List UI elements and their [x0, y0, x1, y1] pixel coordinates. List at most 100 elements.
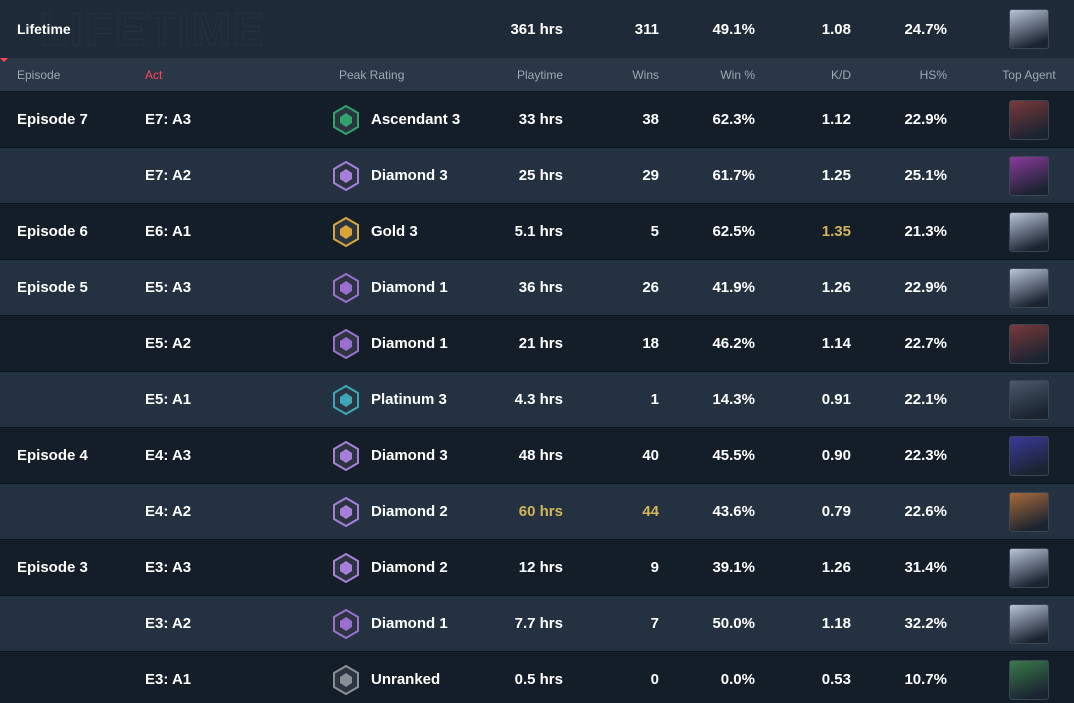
stat-hs: 31.4%: [904, 559, 947, 576]
stat-wins: 7: [650, 615, 659, 632]
rank-label: Ascendant 3: [371, 111, 461, 128]
stat-wins: 5: [650, 223, 659, 240]
agent-image: [1009, 155, 1049, 196]
act-label: E7: A2: [145, 167, 192, 184]
lifetime-row: LIFETIME Lifetime 361 hrs 311 49.1% 1.08 24.7%: [0, 0, 1074, 58]
agent-image: [1009, 659, 1049, 700]
rank-icon: [333, 540, 359, 595]
episode-label: Episode 3: [17, 559, 88, 576]
rank-badge: [333, 664, 359, 695]
agent-portrait: [1009, 0, 1049, 58]
stat-win_pct: 62.5%: [712, 223, 755, 240]
act-row: Episode 3 E3: A3 Diamond 2 12 hrs 9 39.1% 1.26…: [0, 539, 1074, 595]
stat-playtime: 36 hrs: [518, 279, 563, 296]
watermark: LIFETIME: [40, 3, 266, 56]
act-label: E4: A2: [145, 503, 192, 520]
act-label: E6: A1: [145, 223, 192, 240]
agent-portrait: [1009, 652, 1049, 703]
stat-win_pct: 0.0%: [720, 671, 755, 688]
act-row: E4: A2 Diamond 2 60 hrs 44 43.6% 0.79 22.6%: [0, 483, 1074, 539]
header-row: Episode Act Peak Rating Playtime Wins Win % K/…: [0, 58, 1074, 91]
lifetime-label: Lifetime: [17, 21, 71, 37]
stat-kd: 1.26: [821, 559, 851, 576]
lifetime-wins: 311: [634, 20, 659, 38]
rank-badge: [333, 104, 359, 135]
agent-image: [1009, 323, 1049, 364]
stat-kd: 0.79: [821, 503, 851, 520]
stat-wins: 18: [642, 335, 659, 352]
stat-win_pct: 50.0%: [712, 615, 755, 632]
rank-badge: [333, 552, 359, 583]
act-label: E4: A3: [145, 447, 192, 464]
stat-playtime: 48 hrs: [518, 447, 563, 464]
act-row: E3: A2 Diamond 1 7.7 hrs 7 50.0% 1.18 32.2%: [0, 595, 1074, 651]
agent-image: [1009, 9, 1049, 49]
rank-icon: [333, 596, 359, 651]
agent-portrait: [1009, 260, 1049, 315]
rank-label: Diamond 2: [371, 503, 448, 520]
stat-win_pct: 39.1%: [712, 559, 755, 576]
stat-hs: 22.1%: [904, 391, 947, 408]
stat-win_pct: 45.5%: [712, 447, 755, 464]
agent-portrait: [1009, 484, 1049, 539]
stat-hs: 22.6%: [904, 503, 947, 520]
agent-image: [1009, 547, 1049, 588]
rank-icon: [333, 652, 359, 703]
stat-win_pct: 14.3%: [712, 391, 755, 408]
stat-kd: 0.91: [821, 391, 851, 408]
rank-label: Gold 3: [371, 223, 418, 240]
agent-portrait: [1009, 596, 1049, 651]
stat-kd: 1.18: [821, 615, 851, 632]
header-act[interactable]: Act: [145, 67, 163, 82]
rank-badge: [333, 608, 359, 639]
stat-kd: 1.25: [821, 167, 851, 184]
rank-label: Diamond 1: [371, 615, 448, 632]
header-wins: Wins: [632, 67, 659, 82]
act-row: Episode 5 E5: A3 Diamond 1 36 hrs 26 41.9% 1.2…: [0, 259, 1074, 315]
rank-label: Unranked: [371, 671, 441, 688]
agent-image: [1009, 99, 1049, 140]
act-label: E5: A1: [145, 391, 192, 408]
act-label: E5: A2: [145, 335, 192, 352]
stat-hs: 10.7%: [904, 671, 947, 688]
stat-wins: 44: [642, 503, 659, 520]
rank-icon: [333, 428, 359, 483]
header-win_pct: Win %: [720, 67, 755, 82]
stat-hs: 25.1%: [904, 167, 947, 184]
agent-portrait: [1009, 148, 1049, 203]
stat-playtime: 4.3 hrs: [514, 391, 563, 408]
agent-image: [1009, 267, 1049, 308]
lifetime-kd: 1.08: [821, 20, 851, 38]
header-kd: K/D: [830, 67, 851, 82]
rank-icon: [333, 316, 359, 371]
agent-image: [1009, 435, 1049, 476]
stat-kd: 1.14: [821, 335, 851, 352]
header-hs: HS%: [919, 67, 947, 82]
agent-image: [1009, 491, 1049, 532]
lifetime-win_pct: 49.1%: [712, 20, 755, 38]
act-row: E3: A1 Unranked 0.5 hrs 0 0.0% 0.53 10.7%: [0, 651, 1074, 703]
episode-label: Episode 5: [17, 279, 88, 296]
rank-label: Diamond 2: [371, 559, 448, 576]
header-peak: Peak Rating: [339, 67, 405, 82]
stat-playtime: 7.7 hrs: [514, 615, 563, 632]
rank-badge: [333, 440, 359, 471]
rank-label: Platinum 3: [371, 391, 447, 408]
stat-hs: 22.9%: [904, 279, 947, 296]
agent-portrait: [1009, 540, 1049, 595]
rank-label: Diamond 1: [371, 335, 448, 352]
lifetime-hs: 24.7%: [904, 20, 947, 38]
stat-wins: 1: [650, 391, 659, 408]
stat-win_pct: 43.6%: [712, 503, 755, 520]
rank-badge: [333, 328, 359, 359]
stat-wins: 26: [642, 279, 659, 296]
stat-hs: 21.3%: [904, 223, 947, 240]
episode-label: Episode 7: [17, 111, 88, 128]
rank-badge: [333, 216, 359, 247]
header-episode: Episode: [17, 67, 61, 82]
stat-wins: 9: [650, 559, 659, 576]
stat-playtime: 12 hrs: [518, 559, 563, 576]
agent-portrait: [1009, 316, 1049, 371]
rank-label: Diamond 3: [371, 167, 448, 184]
